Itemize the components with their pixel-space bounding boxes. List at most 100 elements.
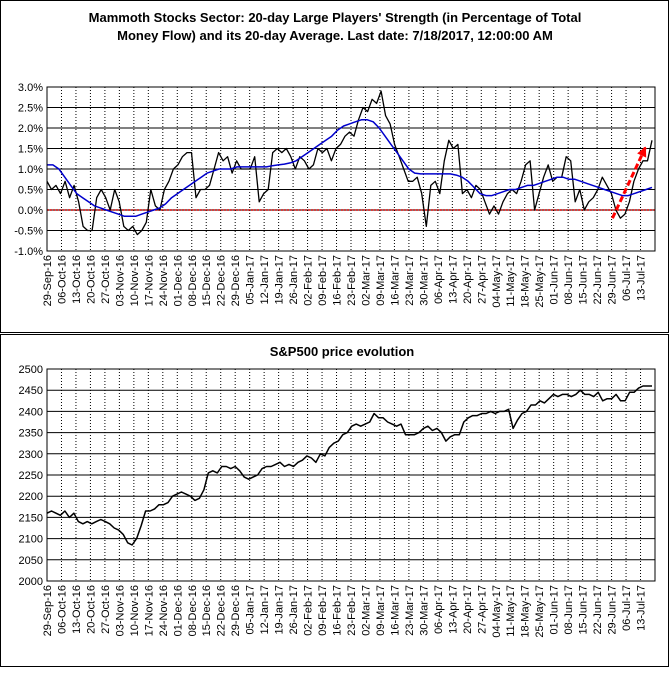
- x-tick-label: 03-Nov-16: [114, 255, 126, 306]
- x-tick-label: 19-Jan-17: [274, 585, 286, 635]
- y-tick-label: 2300: [19, 449, 43, 461]
- x-tick-label: 04-May-17: [491, 255, 503, 308]
- x-tick-label: 10-Nov-16: [129, 585, 141, 636]
- x-tick-label: 23-Feb-17: [346, 255, 358, 306]
- x-tick-label: 22-Jun-17: [592, 585, 604, 635]
- y-tick-label: 2.0%: [18, 123, 43, 135]
- x-tick-label: 17-Nov-16: [143, 585, 155, 636]
- x-tick-label: 12-Jan-17: [259, 585, 271, 635]
- x-tick-label: 26-Jan-17: [288, 255, 300, 305]
- x-tick-label: 13-Apr-17: [447, 255, 459, 304]
- x-tick-label: 03-Nov-16: [114, 585, 126, 636]
- y-tick-label: 2400: [19, 406, 43, 418]
- x-tick-label: 02-Feb-17: [303, 255, 315, 306]
- x-tick-label: 01-Dec-16: [172, 255, 184, 306]
- bottom-chart-title: S&P500 price evolution: [270, 344, 415, 359]
- x-tick-label: 08-Dec-16: [187, 585, 199, 636]
- x-tick-label: 27-Apr-17: [476, 585, 488, 634]
- y-tick-label: 2050: [19, 555, 43, 567]
- x-tick-label: 25-May-17: [534, 255, 546, 308]
- x-tick-label: 08-Jun-17: [563, 255, 575, 305]
- x-tick-label: 15-Jun-17: [578, 255, 590, 305]
- x-tick-label: 01-Jun-17: [549, 255, 561, 305]
- trend-arrow-head: [637, 146, 647, 158]
- x-tick-label: 27-Oct-16: [100, 585, 112, 634]
- x-tick-label: 09-Mar-17: [375, 585, 387, 636]
- x-tick-label: 11-May-17: [505, 255, 517, 307]
- x-tick-label: 30-Mar-17: [418, 255, 430, 306]
- x-tick-label: 20-Apr-17: [462, 585, 474, 634]
- x-tick-label: 09-Feb-17: [317, 585, 329, 636]
- x-tick-label: 23-Mar-17: [404, 255, 416, 306]
- x-tick-label: 11-May-17: [505, 585, 517, 637]
- x-tick-label: 06-Apr-17: [433, 255, 445, 304]
- x-tick-label: 29-Jun-17: [607, 585, 619, 635]
- x-tick-label: 02-Mar-17: [360, 585, 372, 636]
- y-tick-label: 1.5%: [18, 144, 43, 156]
- x-tick-label: 13-Jul-17: [636, 255, 648, 301]
- x-tick-label: 18-May-17: [520, 585, 532, 638]
- x-tick-label: 01-Dec-16: [172, 585, 184, 636]
- x-tick-label: 23-Feb-17: [346, 585, 358, 636]
- x-tick-label: 05-Jan-17: [245, 255, 257, 305]
- x-tick-label: 16-Mar-17: [389, 255, 401, 306]
- x-tick-label: 08-Jun-17: [563, 585, 575, 635]
- x-tick-label: 20-Oct-16: [85, 255, 97, 304]
- y-tick-label: -1.0%: [14, 246, 43, 258]
- x-tick-label: 29-Sep-16: [42, 255, 54, 306]
- x-tick-label: 27-Oct-16: [100, 255, 112, 304]
- x-tick-label: 18-May-17: [520, 255, 532, 308]
- x-tick-label: 20-Oct-16: [85, 585, 97, 634]
- series-line-1: [47, 119, 653, 217]
- x-tick-label: 06-Oct-16: [56, 585, 68, 634]
- top-chart-title-line2: Money Flow) and its 20-day Average. Last…: [117, 28, 553, 43]
- x-tick-label: 05-Jan-17: [245, 585, 257, 635]
- x-tick-label: 16-Feb-17: [332, 255, 344, 306]
- x-tick-label: 15-Jun-17: [578, 585, 590, 635]
- x-tick-label: 17-Nov-16: [143, 255, 155, 306]
- x-tick-label: 26-Jan-17: [288, 585, 300, 635]
- x-tick-label: 06-Jul-17: [621, 585, 633, 631]
- x-tick-label: 06-Jul-17: [621, 255, 633, 301]
- y-tick-label: 2.5%: [18, 103, 43, 115]
- y-tick-label: 1.0%: [18, 164, 43, 176]
- x-tick-label: 19-Jan-17: [274, 255, 286, 305]
- x-tick-label: 27-Apr-17: [476, 255, 488, 304]
- x-tick-label: 12-Jan-17: [259, 255, 271, 305]
- x-tick-label: 09-Mar-17: [375, 255, 387, 306]
- x-tick-label: 16-Mar-17: [389, 585, 401, 636]
- x-tick-label: 02-Mar-17: [360, 255, 372, 306]
- y-tick-label: 0.0%: [18, 205, 43, 217]
- x-tick-label: 13-Oct-16: [71, 585, 83, 634]
- y-tick-label: 2150: [19, 512, 43, 524]
- x-tick-label: 29-Sep-16: [42, 585, 54, 636]
- x-tick-label: 29-Dec-16: [230, 585, 242, 636]
- x-tick-label: 22-Dec-16: [216, 585, 228, 636]
- x-tick-label: 06-Oct-16: [56, 255, 68, 304]
- y-tick-label: 2350: [19, 428, 43, 440]
- plot-border: [46, 368, 656, 582]
- y-tick-label: 2000: [19, 576, 43, 588]
- x-tick-label: 23-Mar-17: [404, 585, 416, 636]
- x-tick-label: 04-May-17: [491, 585, 503, 638]
- x-tick-label: 13-Apr-17: [447, 585, 459, 634]
- x-tick-label: 16-Feb-17: [332, 585, 344, 636]
- y-tick-label: 2500: [19, 364, 43, 376]
- y-tick-label: 2450: [19, 385, 43, 397]
- trend-arrow: [611, 145, 648, 219]
- x-tick-label: 24-Nov-16: [158, 255, 170, 306]
- x-tick-label: 22-Jun-17: [592, 255, 604, 305]
- x-tick-label: 20-Apr-17: [462, 255, 474, 304]
- x-tick-label: 02-Feb-17: [303, 585, 315, 636]
- x-tick-label: 15-Dec-16: [201, 585, 213, 636]
- x-tick-label: 24-Nov-16: [158, 585, 170, 636]
- top-chart-plot: 3.0%2.5%2.0%1.5%1.0%0.5%0.0%-0.5%-1.0%29…: [14, 82, 656, 308]
- x-tick-label: 25-May-17: [534, 585, 546, 638]
- y-tick-label: 2200: [19, 491, 43, 503]
- x-tick-label: 08-Dec-16: [187, 255, 199, 306]
- x-tick-label: 22-Dec-16: [216, 255, 228, 306]
- bottom-chart-plot: 2500 2450 2400 2350 2300 2250 2200 2150 2100 2050…: [19, 364, 656, 638]
- top-chart-title-line1: Mammoth Stocks Sector: 20-day Large Play…: [89, 10, 582, 25]
